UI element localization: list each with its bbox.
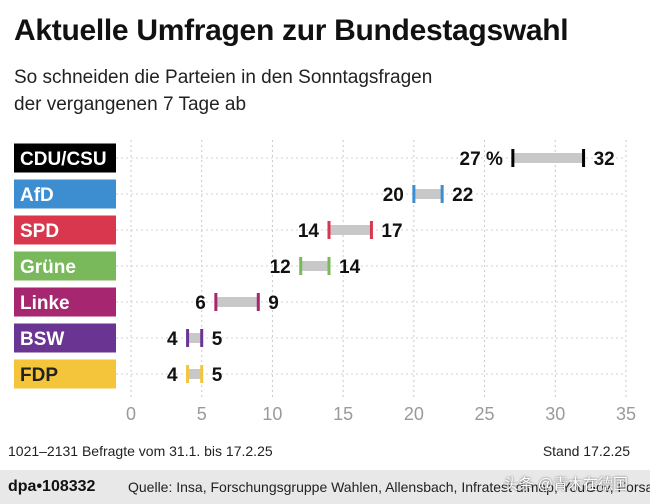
status-date: Stand 17.2.25 xyxy=(542,443,630,459)
source-text: Quelle: Insa, Forschungsgruppe Wahlen, A… xyxy=(128,479,650,495)
party-label-box xyxy=(14,323,116,353)
range-min-label: 14 xyxy=(298,221,320,242)
range-max-label: 22 xyxy=(452,185,473,206)
range-max-marker xyxy=(200,329,204,347)
range-min-marker xyxy=(186,329,190,347)
party-label-box xyxy=(14,143,116,173)
range-max-marker xyxy=(582,149,586,167)
party-label-box xyxy=(14,287,116,317)
range-bar xyxy=(215,297,259,307)
range-max-label: 14 xyxy=(339,257,361,278)
range-max-label: 9 xyxy=(268,293,279,314)
range-bar xyxy=(187,369,202,379)
range-max-marker xyxy=(200,365,204,383)
range-max-label: 5 xyxy=(212,365,223,386)
range-min-marker xyxy=(214,293,218,311)
party-label: SPD xyxy=(20,221,59,242)
party-label: AfD xyxy=(20,185,54,206)
x-tick-label: 25 xyxy=(475,404,495,424)
range-bar xyxy=(329,225,372,235)
range-max-marker xyxy=(369,221,373,239)
range-min-label: 27 % xyxy=(460,149,503,170)
range-min-marker xyxy=(186,365,190,383)
watermark: 头条 @青木在德国 xyxy=(503,476,628,493)
range-max-marker xyxy=(440,185,444,203)
range-bar xyxy=(512,153,584,163)
respondents-note: 1021–2131 Befragte vom 31.1. bis 17.2.25 xyxy=(8,443,273,459)
range-min-marker xyxy=(327,221,331,239)
party-label: BSW xyxy=(20,329,64,350)
party-label: CDU/CSU xyxy=(20,149,107,170)
x-tick-label: 10 xyxy=(262,404,282,424)
range-max-label: 32 xyxy=(594,149,615,170)
range-max-label: 17 xyxy=(381,221,402,242)
party-label: Linke xyxy=(20,293,70,314)
range-max-marker xyxy=(327,257,331,275)
x-tick-label: 30 xyxy=(545,404,565,424)
range-bar xyxy=(300,261,329,271)
range-max-marker xyxy=(256,293,260,311)
x-tick-label: 0 xyxy=(126,404,136,424)
party-label-box xyxy=(14,251,116,281)
chart-title: Aktuelle Umfragen zur Bundestagswahl xyxy=(14,14,569,47)
range-min-label: 4 xyxy=(167,365,178,386)
party-label-box xyxy=(14,179,116,209)
x-tick-label: 35 xyxy=(616,404,636,424)
x-tick-label: 5 xyxy=(197,404,207,424)
chart-subtitle: So schneiden die Parteien in den Sonntag… xyxy=(14,64,432,118)
subtitle-line-2: der vergangenen 7 Tage ab xyxy=(14,94,247,115)
range-max-label: 5 xyxy=(212,329,223,350)
party-label: FDP xyxy=(20,365,58,386)
dpa-logo: dpa•108332 xyxy=(8,478,96,495)
x-tick-label: 20 xyxy=(404,404,424,424)
range-min-marker xyxy=(412,185,416,203)
x-tick-label: 15 xyxy=(333,404,353,424)
footer-bar xyxy=(0,470,650,504)
range-bar xyxy=(187,333,202,343)
range-chart: 0 5 10 15 20 25 30 35 CDU/CSU 27 % 32 AfD 20 22 SPD 14 1… xyxy=(14,140,636,424)
party-label-box xyxy=(14,359,116,389)
range-min-marker xyxy=(299,257,303,275)
range-min-label: 20 xyxy=(383,185,404,206)
range-bar xyxy=(413,189,443,199)
party-label-box xyxy=(14,215,116,245)
subtitle-line-1: So schneiden die Parteien in den Sonntag… xyxy=(14,67,433,88)
range-min-label: 12 xyxy=(270,257,291,278)
range-min-label: 4 xyxy=(167,329,178,350)
party-label: Grüne xyxy=(20,257,76,278)
range-min-label: 6 xyxy=(195,293,206,314)
range-min-marker xyxy=(511,149,515,167)
